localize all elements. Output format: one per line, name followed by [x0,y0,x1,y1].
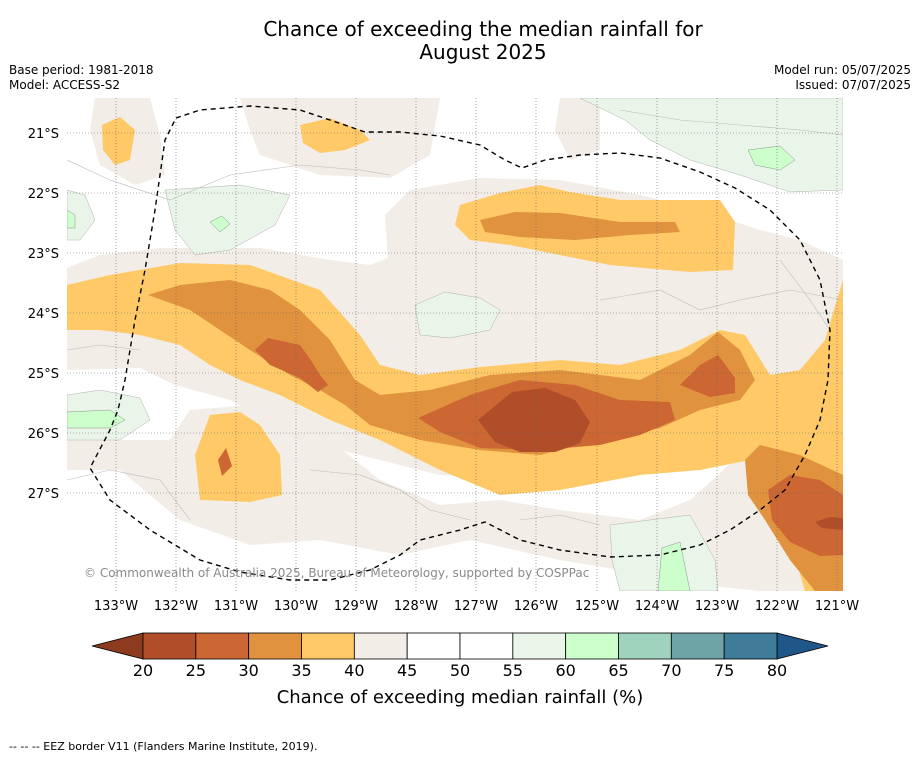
colorbar-tick-label: 40 [344,661,364,680]
metadata-right: Model run: 05/07/2025 Issued: 07/07/2025 [774,63,911,93]
lat-label: 24°S [28,307,59,322]
lon-label: 130°W [274,599,318,614]
colorbar-swatch [512,632,567,660]
colorbar-under-arrow [91,632,144,660]
title-line-1: Chance of exceeding the median rainfall … [263,17,703,41]
lat-label: 21°S [28,127,59,142]
contour-20-25 [478,388,843,530]
model-name: Model: ACCESS-S2 [9,78,121,92]
issued-date: Issued: 07/07/2025 [795,78,911,92]
colorbar-tick-label: 55 [503,661,523,680]
latitude-labels: 21°S 22°S 23°S 24°S 25°S 26°S 27°S [28,127,59,502]
base-period: Base period: 1981-2018 [9,63,154,77]
lon-label: 129°W [334,599,378,614]
map-plot-area: © Commonwealth of Australia 2025, Bureau… [67,98,843,591]
title-line-2: August 2025 [419,40,547,64]
colorbar-over-arrow [776,632,829,660]
lat-label: 23°S [28,247,59,262]
colorbar: 20 25 30 35 40 45 50 55 60 65 70 75 80 Chance of exc… [91,632,829,708]
colorbar-swatch [723,632,778,660]
colorbar-tick-label: 50 [450,661,470,680]
model-run: Model run: 05/07/2025 [773,63,911,77]
colorbar-tick-label: 60 [555,661,575,680]
colorbar-swatch [353,632,408,660]
lon-label: 125°W [575,599,619,614]
colorbar-tick-label: 45 [397,661,417,680]
lon-label: 124°W [635,599,679,614]
colorbar-tick-label: 70 [661,661,681,680]
map-gridlines [67,98,843,591]
colorbar-swatch [670,632,725,660]
colorbar-swatch [248,632,302,660]
lon-label: 123°W [695,599,739,614]
lat-label: 27°S [28,487,59,502]
colorbar-tick-label: 75 [714,661,734,680]
lat-label: 26°S [28,427,59,442]
lon-label: 131°W [214,599,258,614]
colorbar-swatch [565,632,619,660]
colorbar-tick-label: 30 [238,661,258,680]
lon-label: 121°W [815,599,859,614]
colorbar-tick-label: 35 [291,661,311,680]
contour-lines [67,109,843,526]
colorbar-swatch [459,632,514,660]
lat-label: 22°S [28,187,59,202]
colorbar-tick-label: 25 [186,661,206,680]
eez-footnote: -- -- -- EEZ border V11 (Flanders Marine… [9,740,318,753]
lon-label: 122°W [755,599,799,614]
colorbar-swatch [142,632,197,660]
eez-border [89,105,831,581]
map-title: Chance of exceeding the median rainfall … [0,18,919,64]
lon-label: 132°W [154,599,198,614]
colorbar-tick-label: 20 [133,661,153,680]
colorbar-tick-label: 80 [767,661,787,680]
contour-60-65 [67,145,796,591]
colorbar-swatch [618,632,672,660]
lon-label: 127°W [454,599,498,614]
copyright-text: © Commonwealth of Australia 2025, Bureau… [84,566,589,580]
colorbar-tick-label: 65 [608,661,628,680]
colorbar-label: Chance of exceeding median rainfall (%) [277,687,644,708]
colorbar-swatch [406,632,461,660]
lon-label: 128°W [394,599,438,614]
longitude-labels: 133°W 132°W 131°W 130°W 129°W 128°W 127°… [94,599,859,614]
colorbar-swatch [195,632,250,660]
lon-label: 133°W [94,599,138,614]
lon-label: 126°W [514,599,558,614]
colorbar-swatch [301,632,355,660]
lat-label: 25°S [28,367,59,382]
metadata-left: Base period: 1981-2018 Model: ACCESS-S2 [9,63,154,93]
